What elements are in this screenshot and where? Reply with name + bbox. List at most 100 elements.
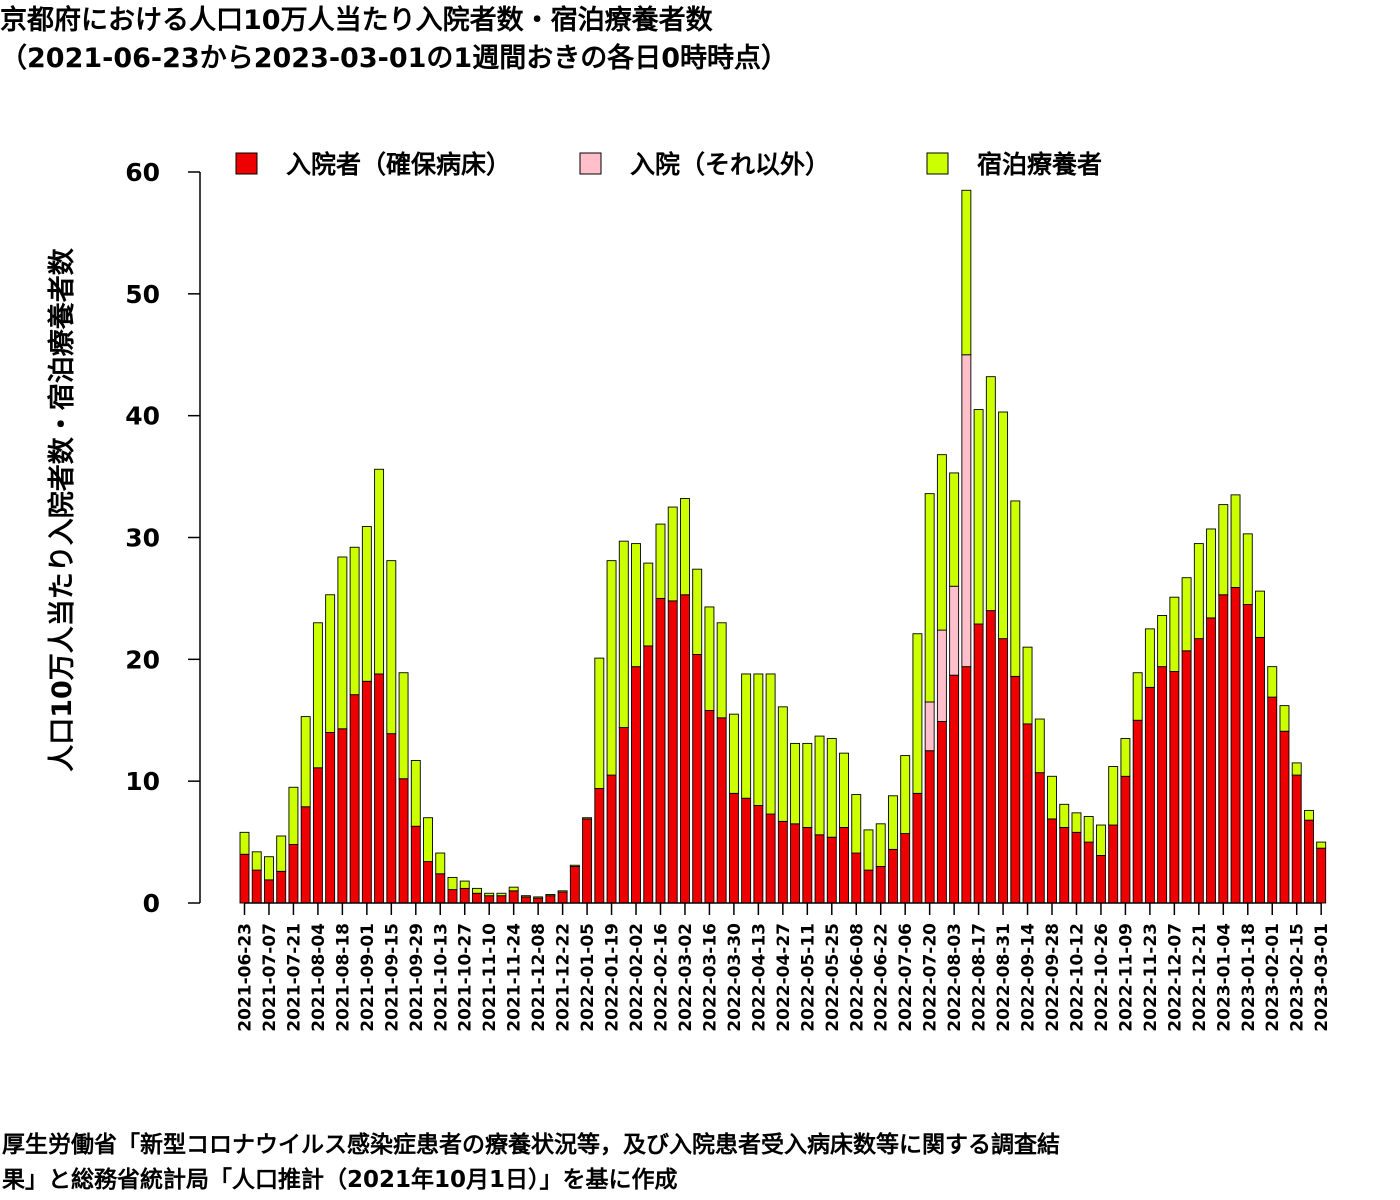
x-tick-label: 2021-09-29: [407, 923, 427, 1032]
bar-segment-3: [680, 498, 690, 596]
bar-segment-1: [839, 827, 849, 904]
y-tick-label: 20: [125, 645, 160, 674]
bar-segment-1: [496, 895, 507, 904]
bar-segment-3: [765, 673, 776, 815]
chart-subtitle: （2021-06-23から2023-03-01の1週間おきの各日0時時点）: [0, 43, 788, 74]
bar-segment-3: [1157, 615, 1168, 668]
bar-segment-1: [790, 823, 801, 904]
bar-segment-3: [472, 887, 482, 894]
bar-segment-3: [447, 876, 458, 891]
bar-segment-1: [508, 890, 519, 904]
bar-segment-3: [1255, 590, 1265, 638]
bar-segment-1: [325, 731, 336, 904]
bar-segment-3: [1206, 528, 1217, 619]
bar-segment-3: [1279, 705, 1290, 732]
x-tick-label: 2022-05-25: [823, 923, 843, 1032]
bar-segment-3: [1132, 672, 1143, 721]
bar-segment-3: [1083, 816, 1094, 843]
bar-segment-1: [447, 889, 458, 904]
bar-segment-1: [667, 600, 678, 904]
bar-segment-2: [961, 354, 972, 668]
bar-segment-1: [1230, 587, 1241, 904]
bar-segment-1: [264, 879, 274, 904]
bar-segment-1: [680, 594, 690, 904]
bar-segment-3: [496, 892, 507, 897]
bar-segment-1: [1206, 617, 1217, 904]
bar-segment-1: [777, 820, 788, 904]
bar-segment-3: [606, 560, 617, 776]
x-tick-label: 2022-06-22: [872, 923, 892, 1032]
bar-segment-1: [386, 733, 397, 904]
x-tick-label: 2022-08-17: [970, 923, 990, 1032]
bar-segment-3: [1169, 596, 1180, 672]
x-tick-label: 2021-09-01: [358, 923, 378, 1032]
bar-segment-3: [337, 556, 348, 730]
bar-segment-3: [533, 896, 544, 899]
source-note-line1: 厚生労働省「新型コロナウイルス感染症患者の療養状況等，及び入院患者受入病床数等に…: [2, 1132, 1060, 1158]
bar-segment-3: [826, 738, 837, 838]
bar-segment-1: [900, 833, 911, 904]
bar-segment-1: [594, 788, 605, 904]
bar-segment-3: [1108, 766, 1119, 826]
bar-segment-3: [863, 829, 874, 871]
x-tick-label: 2022-08-31: [994, 923, 1014, 1032]
bar-segment-3: [1144, 628, 1155, 688]
bars: [239, 189, 1327, 904]
x-tick-label: 2022-12-07: [1165, 923, 1185, 1032]
bar-segment-3: [655, 523, 666, 599]
x-tick-label: 2021-12-22: [554, 923, 574, 1032]
bar-segment-3: [1316, 841, 1327, 849]
x-tick-label: 2021-11-24: [505, 923, 525, 1032]
bar-segment-3: [1034, 718, 1045, 774]
bar-segment-3: [716, 622, 727, 719]
bar-segment-1: [863, 869, 874, 904]
bar-segment-3: [741, 673, 752, 799]
bar-segment-3: [1267, 666, 1278, 698]
bar-segment-1: [1144, 686, 1155, 904]
x-tick-label: 2022-05-11: [798, 923, 818, 1032]
bar-segment-1: [618, 727, 629, 904]
x-tick-label: 2022-10-12: [1067, 923, 1087, 1032]
bar-segment-3: [557, 890, 568, 893]
bar-segment-1: [1169, 671, 1180, 904]
bar-segment-1: [765, 813, 776, 904]
bar-segment-1: [875, 866, 886, 904]
x-tick-label: 2022-01-05: [578, 923, 598, 1032]
bar-segment-3: [398, 672, 409, 780]
x-tick-label: 2021-09-15: [382, 923, 402, 1032]
bar-segment-3: [1071, 812, 1082, 833]
bar-segment-1: [888, 848, 898, 904]
bar-segment-3: [1095, 824, 1106, 856]
bar-segment-1: [802, 827, 813, 904]
bar-segment-3: [1230, 494, 1241, 588]
bar-segment-1: [973, 623, 984, 904]
bar-segment-1: [1242, 604, 1253, 904]
x-tick-label: 2021-12-08: [529, 923, 549, 1032]
bar-segment-3: [667, 506, 678, 602]
bar-segment-1: [569, 866, 580, 904]
bar-segment-1: [398, 778, 409, 904]
x-tick-label: 2022-11-23: [1141, 923, 1161, 1032]
bar-segment-1: [1120, 775, 1131, 904]
bar-segment-3: [1193, 543, 1204, 640]
bar-segment-2: [949, 585, 960, 676]
bar-segment-3: [520, 895, 531, 898]
bar-segment-3: [618, 540, 629, 729]
bar-segment-3: [325, 594, 336, 733]
bar-segment-1: [704, 710, 715, 904]
bar-segment-3: [374, 468, 385, 675]
x-tick-label: 2021-08-18: [333, 923, 353, 1032]
bar-segment-3: [1047, 775, 1057, 820]
bar-segment-1: [361, 680, 372, 904]
bar-segment-1: [643, 645, 654, 904]
bar-segment-3: [1242, 533, 1253, 605]
bar-segment-1: [484, 895, 495, 904]
bar-segment-3: [1181, 577, 1192, 652]
bar-segment-3: [300, 716, 311, 808]
x-tick-label: 2022-04-27: [774, 923, 794, 1032]
y-tick-label: 40: [125, 402, 160, 431]
bar-segment-1: [998, 638, 1009, 904]
x-tick-label: 2023-01-04: [1214, 923, 1234, 1032]
bar-segment-3: [802, 742, 813, 828]
